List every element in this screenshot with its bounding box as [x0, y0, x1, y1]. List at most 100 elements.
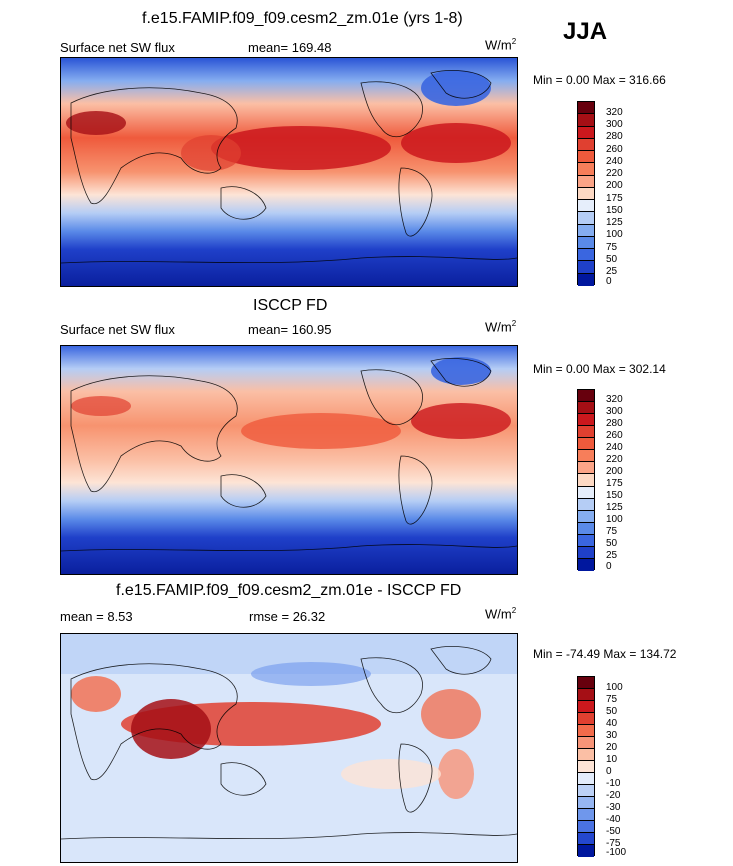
panel-3-colorbar-swatch [578, 821, 594, 833]
panel-1-colorbar-swatch [578, 249, 594, 262]
panel-3-tick: -10 [606, 778, 621, 789]
panel-3-colorbar-swatch [578, 845, 594, 857]
panel-3-tick: 30 [606, 730, 618, 741]
panel-3-colorbar-swatch [578, 773, 594, 785]
panel-2-tick: 300 [606, 406, 623, 417]
panel-3-left-label: mean = 8.53 [60, 609, 133, 624]
panel-2-tick: 0 [606, 561, 612, 572]
panel-2-colorbar-swatch [578, 402, 594, 415]
panel-3-tick: -100 [606, 847, 627, 858]
panel-1-tick: 220 [606, 168, 623, 179]
panel-2-colorbar-swatch [578, 558, 594, 571]
panel-1-colorbar-swatch [578, 175, 594, 188]
panel-3-colorbar-swatch [578, 785, 594, 797]
panel-1-tick: 240 [606, 156, 623, 167]
panel-1-colorbar-swatch [578, 138, 594, 152]
panel-1-colorbar-swatch [578, 151, 594, 164]
panel-1-left-label: Surface net SW flux [60, 40, 175, 55]
panel-1-colorbar-swatch [578, 102, 594, 115]
panel-1-tick: 75 [606, 242, 618, 253]
panel-1-tick: 200 [606, 180, 623, 191]
panel-2-mean: mean= 160.95 [248, 322, 332, 337]
panel-1-colorbar [577, 101, 595, 286]
panel-2-colorbar-swatch [578, 390, 594, 403]
panel-1-colorbar-swatch [578, 224, 594, 237]
panel-3-tick: 0 [606, 766, 612, 777]
panel-1-tick: 125 [606, 217, 623, 228]
panel-2-colorbar-swatch [578, 498, 594, 511]
panel-2-left-label: Surface net SW flux [60, 322, 175, 337]
panel-1-map [60, 57, 518, 287]
panel-2-colorbar-swatch [578, 462, 594, 475]
panel-2-tick: 240 [606, 442, 623, 453]
panel-2-colorbar-swatch [578, 522, 594, 535]
panel-3-colorbar-swatch [578, 677, 594, 689]
panel-1-tick: 25 [606, 266, 618, 277]
panel-2-tick: 150 [606, 490, 623, 501]
panel-3-units: W/m2 [485, 606, 517, 622]
panel-1-colorbar-swatch [578, 126, 594, 139]
panel-3-colorbar-swatch [578, 713, 594, 725]
panel-1-colorbar-swatch [578, 200, 594, 213]
panel-2-minmax: Min = 0.00 Max = 302.14 [533, 362, 666, 376]
panel-3-tick: -50 [606, 826, 621, 837]
panel-3-tick: -30 [606, 802, 621, 813]
panel-1-tick: 320 [606, 107, 623, 118]
panel-1-tick: 0 [606, 276, 612, 287]
panel-3-field [61, 634, 517, 862]
panel-1-colorbar-swatch [578, 212, 594, 225]
panel-2-tick: 220 [606, 454, 623, 465]
panel-3-colorbar-swatch [578, 725, 594, 737]
panel-3-colorbar-swatch [578, 809, 594, 821]
panel-1-tick: 175 [606, 193, 623, 204]
panel-1-minmax: Min = 0.00 Max = 316.66 [533, 73, 666, 87]
panel-3-colorbar-swatch [578, 689, 594, 701]
panel-1-tick: 50 [606, 254, 618, 265]
panel-2-tick: 280 [606, 418, 623, 429]
panel-1-colorbar-swatch [578, 273, 594, 286]
panel-2-tick: 125 [606, 502, 623, 513]
panel-1-colorbar-swatch [578, 163, 594, 176]
panel-1-mean: mean= 169.48 [248, 40, 332, 55]
panel-2-colorbar-swatch [578, 474, 594, 487]
panel-1-units: W/m2 [485, 37, 517, 53]
panel-1-title: f.e15.FAMIP.f09_f09.cesm2_zm.01e (yrs 1-… [142, 10, 463, 27]
panel-2-colorbar-swatch [578, 426, 594, 439]
panel-3-minmax: Min = -74.49 Max = 134.72 [533, 647, 677, 661]
panel-2-title: ISCCP FD [253, 297, 328, 314]
panel-3-map [60, 633, 518, 863]
panel-3-tick: 20 [606, 742, 618, 753]
panel-2-map [60, 345, 518, 575]
panel-3-rmse: rmse = 26.32 [249, 609, 326, 624]
panel-3-colorbar-swatch [578, 701, 594, 713]
panel-1-tick: 100 [606, 229, 623, 240]
panel-3-tick: 10 [606, 754, 618, 765]
panel-3-tick: 40 [606, 718, 618, 729]
panel-1-tick: 260 [606, 144, 623, 155]
panel-2-colorbar-swatch [578, 546, 594, 559]
panel-3-tick: 75 [606, 694, 618, 705]
panel-2-colorbar-swatch [578, 534, 594, 547]
panel-2-colorbar-swatch [578, 438, 594, 451]
panel-3-tick: -75 [606, 838, 621, 849]
panel-2-colorbar-swatch [578, 486, 594, 499]
panel-1-colorbar-swatch [578, 114, 594, 127]
panel-2-tick: 200 [606, 466, 623, 477]
panel-2-colorbar-swatch [578, 510, 594, 523]
season-label: JJA [563, 18, 608, 45]
panel-3-colorbar-swatch [578, 737, 594, 749]
panel-2-tick: 320 [606, 394, 623, 405]
panel-2-colorbar [577, 389, 595, 571]
panel-3-colorbar-swatch [578, 797, 594, 809]
panel-2-units: W/m2 [485, 319, 517, 335]
panel-1-colorbar-swatch [578, 261, 594, 274]
panel-2-tick: 260 [606, 430, 623, 441]
panel-3-colorbar-swatch [578, 749, 594, 761]
panel-3-tick: 100 [606, 682, 623, 693]
panel-2-colorbar-swatch [578, 414, 594, 427]
panel-2-field [61, 346, 517, 574]
panel-1-field [61, 58, 517, 286]
panel-3-title: f.e15.FAMIP.f09_f09.cesm2_zm.01e - ISCCP… [116, 582, 462, 599]
panel-2-tick: 50 [606, 538, 618, 549]
panel-1-colorbar-swatch [578, 187, 594, 201]
